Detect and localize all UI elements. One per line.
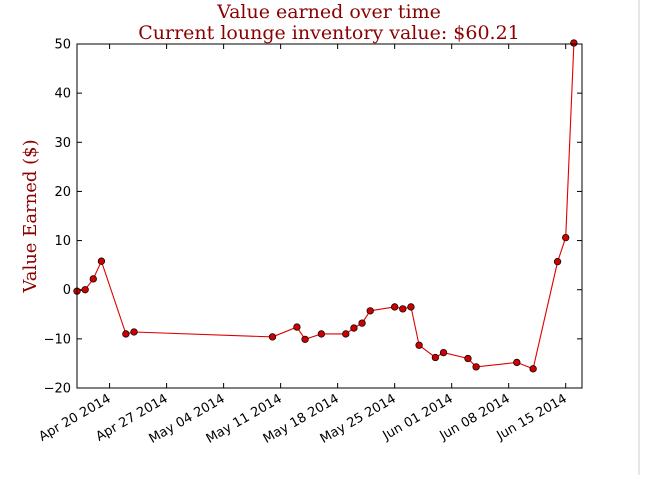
data-point xyxy=(391,303,399,311)
y-tick-label: −20 xyxy=(44,382,71,397)
y-tick-label: 20 xyxy=(54,185,71,200)
y-tick-label: −10 xyxy=(44,332,71,347)
data-point xyxy=(342,330,350,338)
data-point xyxy=(407,303,415,311)
data-point xyxy=(293,323,301,331)
data-point xyxy=(89,275,97,283)
data-point xyxy=(513,358,521,367)
chart-subtitle: Current lounge inventory value: $60.21 xyxy=(138,22,520,44)
data-point xyxy=(464,354,472,363)
y-tick-label: 30 xyxy=(54,136,71,151)
data-point xyxy=(122,330,130,338)
data-point xyxy=(350,324,358,332)
chart-title: Value earned over time xyxy=(216,1,441,23)
data-point xyxy=(317,330,326,338)
data-point xyxy=(562,233,570,242)
data-point xyxy=(130,328,138,336)
y-tick-label: 50 xyxy=(54,38,71,53)
window-edge-line xyxy=(638,0,640,475)
y-tick-label: 10 xyxy=(54,234,71,249)
data-point xyxy=(366,307,374,315)
data-point xyxy=(431,353,440,362)
data-point xyxy=(268,333,277,341)
data-point xyxy=(472,363,480,371)
data-point xyxy=(553,258,562,266)
plot-frame xyxy=(76,43,583,389)
y-tick-label: 0 xyxy=(63,283,71,298)
y-axis-label: Value Earned ($) xyxy=(20,139,41,293)
data-point xyxy=(439,348,448,357)
data-point xyxy=(570,39,578,47)
data-point xyxy=(399,305,407,313)
series-line xyxy=(76,42,575,370)
data-point xyxy=(301,335,309,343)
data-point xyxy=(81,286,89,294)
data-point xyxy=(415,341,423,349)
data-point xyxy=(529,365,537,373)
data-point xyxy=(97,257,106,265)
data-point xyxy=(358,319,366,327)
y-tick-label: 40 xyxy=(54,87,71,102)
